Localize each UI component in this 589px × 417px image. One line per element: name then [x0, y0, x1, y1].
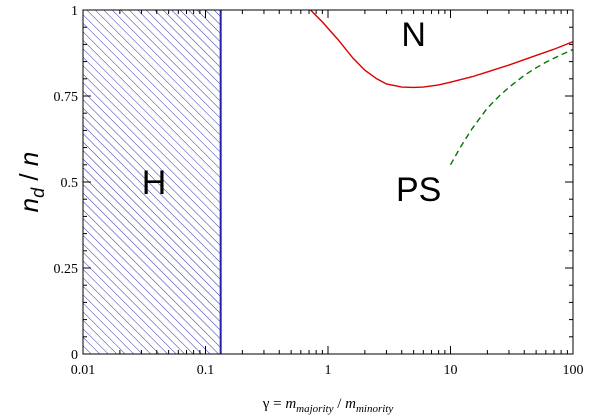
y-axis-title: nd / n [14, 152, 48, 213]
series-line-solid [310, 10, 573, 89]
series-line-dashed [449, 48, 573, 166]
x-axis-slash: / [333, 396, 345, 412]
y-axis-slash: / [14, 166, 44, 188]
x-axis-title: γ = mmajority / mminority [262, 396, 394, 415]
series-layer [310, 10, 573, 166]
x-axis-sub1: majority [296, 403, 333, 415]
region-label-h: H [142, 164, 167, 202]
x-axis-gamma: γ = [262, 396, 286, 412]
y-tick-label: 0.25 [54, 262, 79, 277]
y-tick-label: 1 [71, 4, 78, 19]
region-label-ps: PS [396, 171, 441, 209]
region-labels: H PS N [142, 16, 442, 209]
y-axis-n1: n [14, 198, 44, 212]
hatch-fill [83, 10, 221, 354]
hatched-region [83, 10, 222, 354]
x-tick-label: 100 [563, 363, 584, 378]
y-axis-n2: n [14, 152, 44, 166]
y-tick-label: 0 [71, 348, 78, 363]
y-tick-label: 0.5 [61, 176, 79, 191]
x-tick-label: 0.01 [71, 363, 96, 378]
tick-labels: 0.01 0.1 1 10 100 0 0.25 0.5 0.75 1 [54, 4, 584, 378]
x-tick-label: 1 [325, 363, 332, 378]
x-axis-m1: m [285, 396, 296, 412]
y-axis-sub: d [28, 187, 48, 198]
plot-frame [82, 9, 574, 355]
y-tick-label: 0.75 [54, 90, 79, 105]
region-label-n: N [401, 16, 426, 54]
x-axis-sub2: minority [356, 403, 393, 415]
x-tick-label: 10 [444, 363, 458, 378]
x-tick-label: 0.1 [197, 363, 215, 378]
x-axis-m2: m [345, 396, 356, 412]
